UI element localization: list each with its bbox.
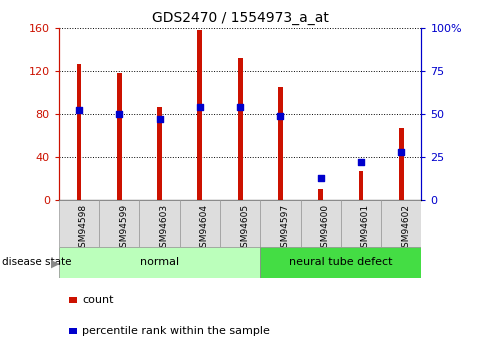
Bar xyxy=(139,200,180,247)
Bar xyxy=(318,189,323,200)
Bar xyxy=(399,128,404,200)
Text: GSM94597: GSM94597 xyxy=(280,204,290,253)
Text: percentile rank within the sample: percentile rank within the sample xyxy=(82,326,270,336)
Point xyxy=(156,116,164,122)
Bar xyxy=(59,247,260,278)
Bar xyxy=(300,200,341,247)
Text: GSM94598: GSM94598 xyxy=(79,204,88,253)
Bar xyxy=(260,247,421,278)
Bar xyxy=(117,73,122,200)
Text: ▶: ▶ xyxy=(51,258,60,268)
Point xyxy=(115,111,123,117)
Point xyxy=(196,104,204,110)
Text: neural tube defect: neural tube defect xyxy=(289,257,392,267)
Point xyxy=(236,104,244,110)
Text: GSM94605: GSM94605 xyxy=(240,204,249,253)
Text: normal: normal xyxy=(140,257,179,267)
Title: GDS2470 / 1554973_a_at: GDS2470 / 1554973_a_at xyxy=(152,11,328,25)
Bar xyxy=(197,30,202,200)
Bar xyxy=(260,200,300,247)
Bar xyxy=(238,58,243,200)
Text: GSM94602: GSM94602 xyxy=(401,204,410,253)
Text: GSM94599: GSM94599 xyxy=(119,204,128,253)
Bar xyxy=(278,87,283,200)
Text: count: count xyxy=(82,295,114,305)
Bar xyxy=(59,200,99,247)
Text: GSM94603: GSM94603 xyxy=(160,204,169,253)
Point xyxy=(317,175,324,180)
Bar xyxy=(76,64,81,200)
Bar xyxy=(381,200,421,247)
Bar xyxy=(99,200,139,247)
Point xyxy=(397,149,405,155)
Point xyxy=(75,108,83,113)
Bar xyxy=(157,107,162,200)
Text: disease state: disease state xyxy=(2,257,72,267)
Point xyxy=(357,159,365,165)
Bar xyxy=(341,200,381,247)
Bar xyxy=(359,171,364,200)
Text: GSM94601: GSM94601 xyxy=(361,204,370,253)
Bar xyxy=(220,200,260,247)
Point xyxy=(276,113,284,118)
Bar xyxy=(180,200,220,247)
Text: GSM94600: GSM94600 xyxy=(320,204,330,253)
Text: GSM94604: GSM94604 xyxy=(200,204,209,253)
